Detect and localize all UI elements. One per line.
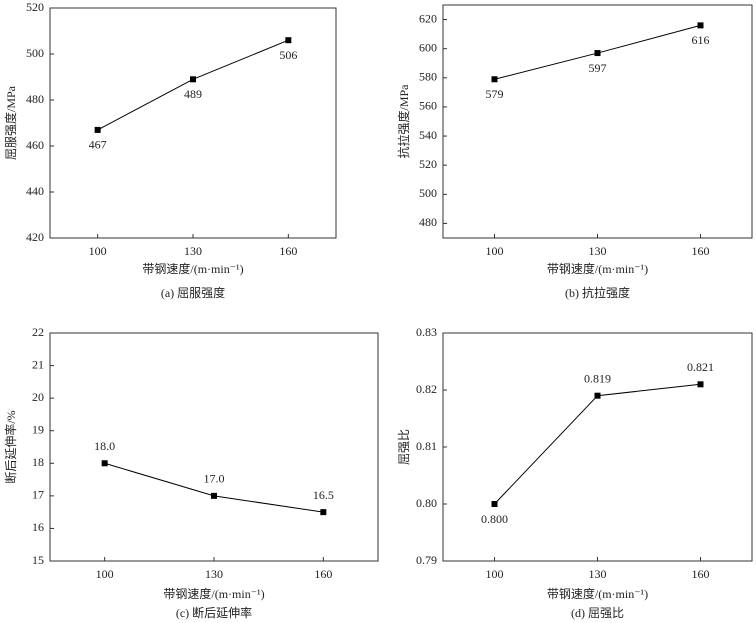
y-tick-label: 15 [32,553,44,567]
y-tick-label: 19 [32,422,44,436]
y-tick-label: 17 [32,488,44,502]
y-tick-label: 420 [26,230,44,244]
x-axis-label: 带钢速度/(m·min⁻¹) [547,586,648,601]
y-tick-label: 480 [26,92,44,106]
y-tick-label: 580 [419,70,437,84]
x-tick-label: 130 [184,244,202,258]
marker [101,460,108,467]
data-label: 616 [692,33,710,47]
data-line [494,383,701,505]
data-label: 506 [279,48,297,62]
marker [211,492,217,499]
x-tick-label: 130 [589,244,607,258]
chart-caption: (a) 屈服强度 [161,285,225,300]
y-tick-label: 540 [419,128,437,142]
chart-panel: 480 500 520 540 560 580 600 620 100 130 160 带钢速度/(m… [396,4,753,300]
data-label: 17.0 [204,472,225,486]
y-tick-label: 0.79 [416,553,437,567]
y-tick-label: 460 [26,138,44,152]
data-label: 597 [589,61,607,75]
data-label: 467 [89,138,107,152]
x-tick-label: 100 [486,567,504,581]
x-tick-label: 130 [205,567,223,581]
y-tick-label: 500 [419,186,437,200]
y-tick-label: 18 [32,455,44,469]
data-label: 489 [184,87,202,101]
y-tick-label: 500 [26,46,44,60]
x-tick-label: 160 [279,244,297,258]
y-tick-label: 560 [419,99,437,113]
data-label: 0.821 [687,360,714,374]
y-tick-label: 620 [419,11,437,25]
y-tick-label: 480 [419,215,437,229]
plot-frame [49,7,337,239]
y-tick-label: 0.82 [416,382,437,396]
x-tick-label: 100 [96,567,114,581]
x-axis-label: 带钢速度/(m·min⁻¹) [547,261,648,276]
data-line [97,39,289,131]
x-tick-label: 100 [89,244,107,258]
x-tick-label: 160 [692,244,710,258]
x-axis-label: 带钢速度/(m·min⁻¹) [163,586,264,601]
data-label: 0.819 [584,371,611,385]
y-axis-label: 屈强比 [397,429,411,465]
chart-caption: (d) 屈强比 [571,606,624,620]
y-axis-label: 屈服强度/MPa [3,85,18,160]
marker [697,22,704,29]
x-tick-label: 160 [314,567,332,581]
x-tick-label: 100 [486,244,504,258]
marker [594,392,601,399]
chart-panel: 420 440 460 480 500 520 100 130 160 带钢速度/(m·min⁻¹… [3,0,337,300]
marker [94,126,101,133]
x-tick-label: 130 [589,567,607,581]
y-tick-label: 0.80 [416,496,437,510]
y-tick-label: 440 [26,184,44,198]
y-tick-label: 20 [32,390,44,404]
y-tick-label: 16 [32,520,44,534]
marker [491,501,498,507]
y-tick-label: 520 [419,157,437,171]
data-label: 16.5 [313,488,334,502]
marker [491,76,498,83]
data-label: 579 [486,87,504,101]
y-tick-label: 600 [419,40,437,54]
x-axis-label: 带钢速度/(m·min⁻¹) [142,261,243,276]
y-tick-label: 21 [32,357,44,371]
chart-caption: (b) 抗拉强度 [565,285,630,300]
data-label: 18.0 [94,439,115,453]
y-tick-label: 520 [26,0,44,14]
marker [320,509,327,516]
chart-caption: (c) 断后延伸率 [176,605,252,620]
chart-panel: 0.79 0.80 0.81 0.82 0.83 100 130 160 带钢速度/(m·min… [397,325,753,620]
y-tick-label: 0.81 [416,439,437,453]
marker [594,50,601,57]
marker [697,381,704,388]
marker [190,76,196,83]
x-tick-label: 160 [692,567,710,581]
y-axis-label: 断后延伸率/% [3,410,18,483]
y-axis-label: 抗拉强度/MPa [396,84,411,159]
marker [285,37,292,44]
data-label: 0.800 [481,512,508,526]
y-tick-label: 0.83 [416,325,437,339]
y-tick-label: 22 [32,325,44,339]
chart-panel: 15 16 17 18 19 20 21 22 100 130 160 带钢速度/(m·min⁻¹) 断… [3,325,379,620]
